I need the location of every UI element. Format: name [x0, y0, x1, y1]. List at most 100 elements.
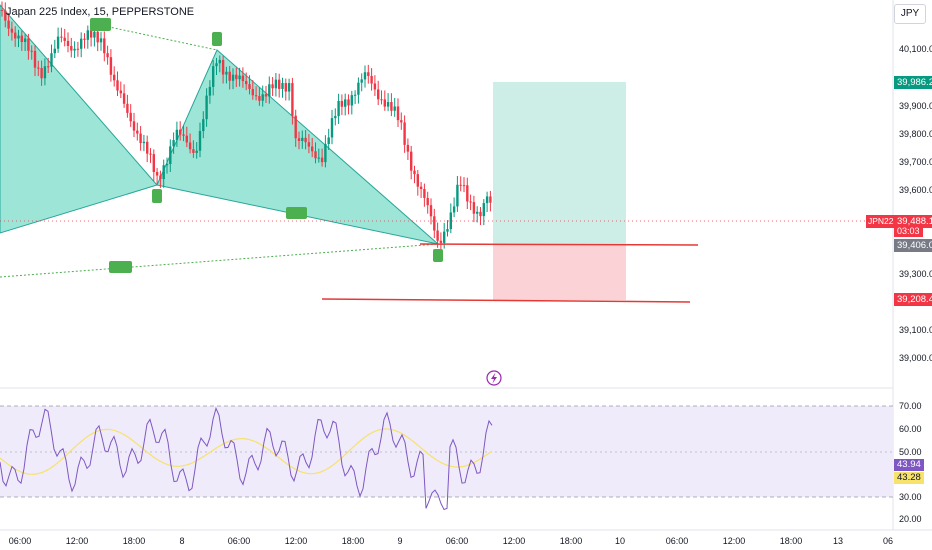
candle-body	[446, 229, 449, 232]
candle-body	[132, 121, 136, 131]
price-axis[interactable]: 40,100.0 39,900.0 39,800.0 39,700.0 39,600.0…	[899, 44, 932, 363]
candle-body	[406, 144, 410, 152]
rsi-axis-label: 60.00	[899, 424, 922, 434]
candle-body	[93, 31, 96, 38]
candle-body	[268, 84, 271, 97]
candle-body	[228, 71, 231, 81]
candle-body	[195, 150, 198, 153]
stop-price-tag: 39,208.4	[894, 293, 932, 306]
candle-body	[149, 153, 152, 155]
entry-level-line[interactable]	[419, 243, 699, 246]
candle-body	[287, 83, 291, 92]
price-axis-label: 39,700.0	[899, 157, 932, 167]
time-axis-label: 06	[883, 536, 893, 546]
time-axis-label: 18:00	[342, 536, 365, 546]
candle-body	[380, 99, 383, 101]
candle-body	[225, 71, 228, 75]
pattern-point-marker[interactable]	[212, 32, 222, 46]
candle-body	[205, 95, 208, 120]
rsi-ma-line[interactable]	[0, 428, 493, 475]
candle-body	[139, 133, 142, 144]
candle-body	[466, 185, 469, 202]
price-axis-label: 39,900.0	[899, 101, 932, 111]
candle-body	[278, 79, 281, 89]
candle-body	[274, 79, 278, 89]
candle-body	[50, 53, 53, 67]
pattern-point-marker[interactable]	[152, 189, 162, 203]
rsi-value-tag: 43.94	[894, 459, 924, 471]
candle-body	[70, 46, 73, 51]
pattern-point-marker[interactable]	[433, 249, 443, 262]
candle-body	[390, 102, 393, 111]
candle-body	[33, 50, 37, 68]
candlestick-series[interactable]	[0, 1, 492, 250]
current-price-tag: 39,488.1	[894, 215, 932, 228]
candle-body	[221, 59, 225, 75]
candle-body	[456, 184, 459, 207]
candle-body	[353, 94, 357, 96]
candle-body	[4, 10, 7, 21]
pattern-ratio-marker[interactable]	[286, 207, 307, 219]
loss-zone[interactable]	[493, 245, 626, 300]
candle-body	[403, 122, 406, 145]
candle-body	[212, 66, 215, 87]
candle-body	[20, 35, 23, 42]
rsi-axis[interactable]: 70.00 60.00 50.00 30.00 20.00	[899, 401, 922, 524]
rsi-axis-label: 20.00	[899, 514, 922, 524]
candle-body	[317, 157, 320, 159]
candle-body	[155, 172, 159, 176]
candle-body	[60, 36, 63, 38]
lightning-icon[interactable]	[486, 370, 502, 386]
candle-body	[297, 138, 301, 141]
candle-body	[314, 151, 317, 159]
time-axis-label: 13	[833, 536, 843, 546]
time-axis-label: 06:00	[9, 536, 32, 546]
candle-body	[320, 157, 324, 163]
candle-body	[258, 96, 261, 101]
rsi-series[interactable]	[0, 406, 493, 511]
time-axis-label: 12:00	[66, 536, 89, 546]
symbol-tag: JPN225	[866, 215, 901, 228]
candle-body	[476, 211, 479, 214]
time-axis-label: 9	[397, 536, 402, 546]
candle-body	[423, 188, 426, 198]
candle-body	[185, 135, 188, 143]
candle-body	[47, 66, 50, 68]
time-axis-label: 06:00	[228, 536, 251, 546]
candle-body	[294, 115, 297, 139]
candle-body	[162, 165, 165, 180]
pattern-ratio-marker[interactable]	[109, 261, 132, 273]
profit-zone[interactable]	[493, 82, 626, 245]
time-axis-label: 12:00	[285, 536, 308, 546]
candle-body	[350, 95, 353, 106]
candle-body	[482, 203, 485, 217]
candle-body	[40, 68, 43, 79]
candle-body	[116, 80, 119, 91]
candle-body	[363, 72, 367, 80]
candle-body	[10, 28, 14, 33]
rsi-axis-label: 30.00	[899, 492, 922, 502]
pattern-triangle-xab[interactable]	[0, 4, 158, 234]
time-axis-label: 18:00	[780, 536, 803, 546]
candle-body	[251, 89, 254, 96]
candle-body	[485, 196, 489, 204]
candle-body	[169, 146, 172, 165]
currency-button[interactable]: JPY	[894, 4, 926, 24]
candle-body	[37, 67, 40, 69]
take-profit-price-tag: 39,986.2	[894, 76, 932, 89]
candle-body	[80, 38, 83, 49]
price-axis-label: 40,100.0	[899, 44, 932, 54]
candle-body	[202, 119, 205, 132]
time-axis[interactable]: 06:00 12:00 18:00 8 06:00 12:00 18:00 9 06:00 12:…	[9, 536, 893, 546]
pattern-point-marker[interactable]	[90, 18, 111, 31]
candle-body	[334, 116, 337, 119]
chart-title[interactable]: Japan 225 Index, 15, PEPPERSTONE	[6, 6, 195, 18]
rsi-line[interactable]	[0, 406, 493, 511]
candle-body	[254, 95, 258, 97]
stop-level-line[interactable]	[321, 298, 691, 303]
candle-body	[182, 134, 185, 136]
price-axis-label: 39,300.0	[899, 269, 932, 279]
time-axis-label: 18:00	[560, 536, 583, 546]
